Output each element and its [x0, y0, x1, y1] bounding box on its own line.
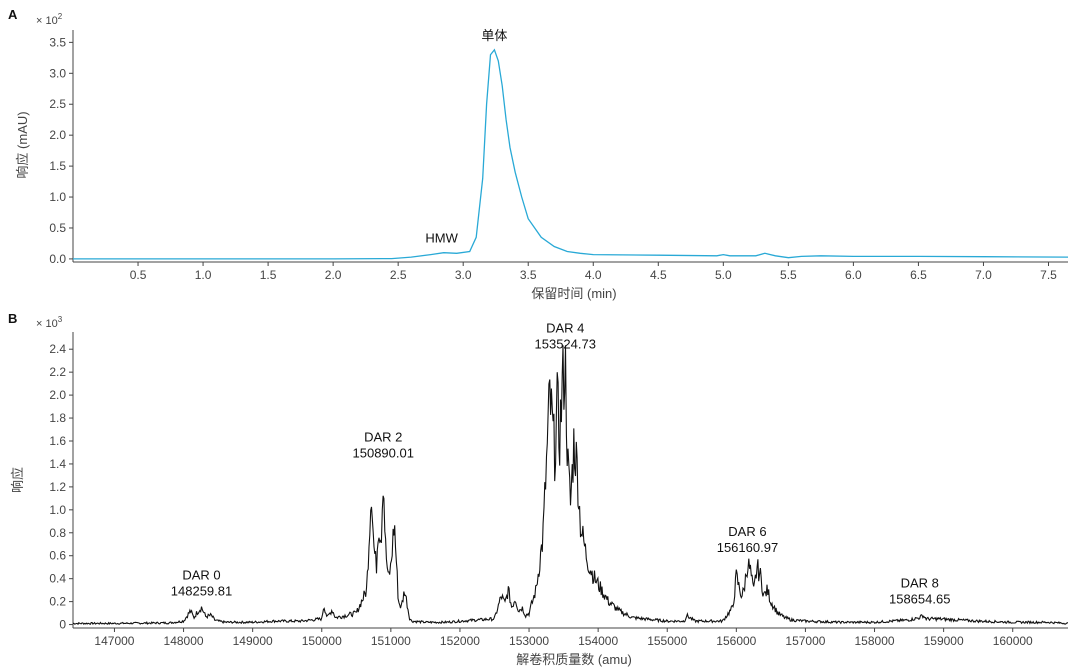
peak-annotation-name: DAR 0	[182, 567, 220, 582]
y-tick-label: 2.0	[49, 128, 66, 142]
x-tick-label: 154000	[578, 634, 618, 648]
y-tick-label: 1.8	[49, 411, 66, 425]
x-tick-label: 4.0	[585, 268, 602, 282]
y-tick-label: 0.6	[49, 549, 66, 563]
peak-annotation-name: DAR 6	[728, 524, 766, 539]
x-tick-label: 157000	[785, 634, 825, 648]
panel-b-y-axis-title: 响应	[10, 467, 25, 493]
peak-annotation-name: DAR 8	[901, 575, 939, 590]
panel-a-x-ticks: 0.5 1.0 1.5 2.0 2.5 3.0 3.5 4.0 4.5 5.0 5.5 6.0 6.5 7…	[130, 262, 1057, 282]
x-tick-label: 150000	[302, 634, 342, 648]
x-tick-label: 1.5	[260, 268, 277, 282]
panel-b-y-ticks: 0 0.2 0.4 0.6 0.8 1.0 1.2 1.4 1.6 1.8 2.0 2.2 2.4	[49, 342, 73, 632]
panel-a-chromatogram: A × 102 响应 (mAU) 保留时间 (min) 0.0 0.5 1.0 1.5…	[8, 7, 1069, 301]
x-tick-label: 147000	[94, 634, 134, 648]
y-tick-label: 1.6	[49, 434, 66, 448]
y-tick-label: 1.5	[49, 159, 66, 173]
panel-a-y-axis-title: 响应 (mAU)	[15, 111, 30, 178]
panel-b-mass-spectrum: B × 103 响应 解卷积质量数 (amu) 0 0.2 0.4 0.6 0.8 1.0…	[8, 311, 1068, 667]
y-tick-label: 2.5	[49, 97, 66, 111]
x-tick-label: 151000	[371, 634, 411, 648]
panel-a-trace	[73, 48, 1069, 260]
panel-a-y-ticks: 0.0 0.5 1.0 1.5 2.0 2.5 3.0 3.5	[49, 35, 73, 266]
x-tick-label: 7.5	[1040, 268, 1057, 282]
peak-annotation-mass: 148259.81	[171, 583, 232, 598]
x-tick-label: 0.5	[130, 268, 147, 282]
x-tick-label: 4.5	[650, 268, 667, 282]
x-tick-label: 6.5	[910, 268, 927, 282]
y-tick-label: 2.0	[49, 388, 66, 402]
y-tick-label: 0.4	[49, 572, 66, 586]
peak-annotation-name: DAR 4	[546, 321, 584, 336]
panel-a-letter: A	[8, 7, 18, 22]
x-tick-label: 2.0	[325, 268, 342, 282]
panel-a-multiplier: × 102	[36, 12, 63, 27]
y-tick-label: 3.0	[49, 66, 66, 80]
x-tick-label: 2.5	[390, 268, 407, 282]
y-tick-label: 2.2	[49, 365, 66, 379]
x-tick-label: 149000	[233, 634, 273, 648]
y-tick-label: 1.0	[49, 190, 66, 204]
x-tick-label: 5.5	[780, 268, 797, 282]
x-tick-label: 153000	[509, 634, 549, 648]
panel-b-x-ticks: 147000 148000 149000 150000 151000 152000 1530…	[94, 628, 1033, 648]
x-tick-label: 1.0	[195, 268, 212, 282]
y-tick-label: 3.5	[49, 35, 66, 49]
y-tick-label: 1.2	[49, 480, 66, 494]
y-tick-label: 2.4	[49, 342, 66, 356]
panel-b-multiplier: × 103	[36, 315, 63, 330]
peak-annotation-mass: 150890.01	[353, 446, 414, 461]
peak-annotation-mass: 153524.73	[535, 337, 596, 352]
x-tick-label: 148000	[164, 634, 204, 648]
x-tick-label: 152000	[440, 634, 480, 648]
x-tick-label: 160000	[993, 634, 1033, 648]
y-tick-label: 0.0	[49, 252, 66, 266]
panel-b-x-axis-title: 解卷积质量数 (amu)	[516, 652, 632, 667]
x-tick-label: 7.0	[975, 268, 992, 282]
x-tick-label: 159000	[924, 634, 964, 648]
peak-annotation-mass: 156160.97	[717, 540, 778, 555]
y-tick-label: 0.8	[49, 526, 66, 540]
x-tick-label: 6.0	[845, 268, 862, 282]
x-tick-label: 3.0	[455, 268, 472, 282]
y-tick-label: 1.0	[49, 503, 66, 517]
y-tick-label: 0.5	[49, 221, 66, 235]
x-tick-label: 155000	[647, 634, 687, 648]
x-tick-label: 156000	[716, 634, 756, 648]
y-tick-label: 0.2	[49, 595, 66, 609]
peak-annotation-name: DAR 2	[364, 430, 402, 445]
panel-b-letter: B	[8, 311, 17, 326]
peak-annotation-mass: 158654.65	[889, 591, 950, 606]
panel-b-trace	[72, 345, 1068, 626]
peak-annotation: HMW	[425, 231, 458, 246]
panel-a-annotations: 单体 HMW	[425, 28, 507, 246]
x-tick-label: 3.5	[520, 268, 537, 282]
y-tick-label: 1.4	[49, 457, 66, 471]
x-tick-label: 158000	[855, 634, 895, 648]
y-tick-label: 0	[59, 618, 66, 632]
peak-annotation: 单体	[481, 28, 507, 43]
x-tick-label: 5.0	[715, 268, 732, 282]
panel-a-x-axis-title: 保留时间 (min)	[531, 286, 616, 301]
